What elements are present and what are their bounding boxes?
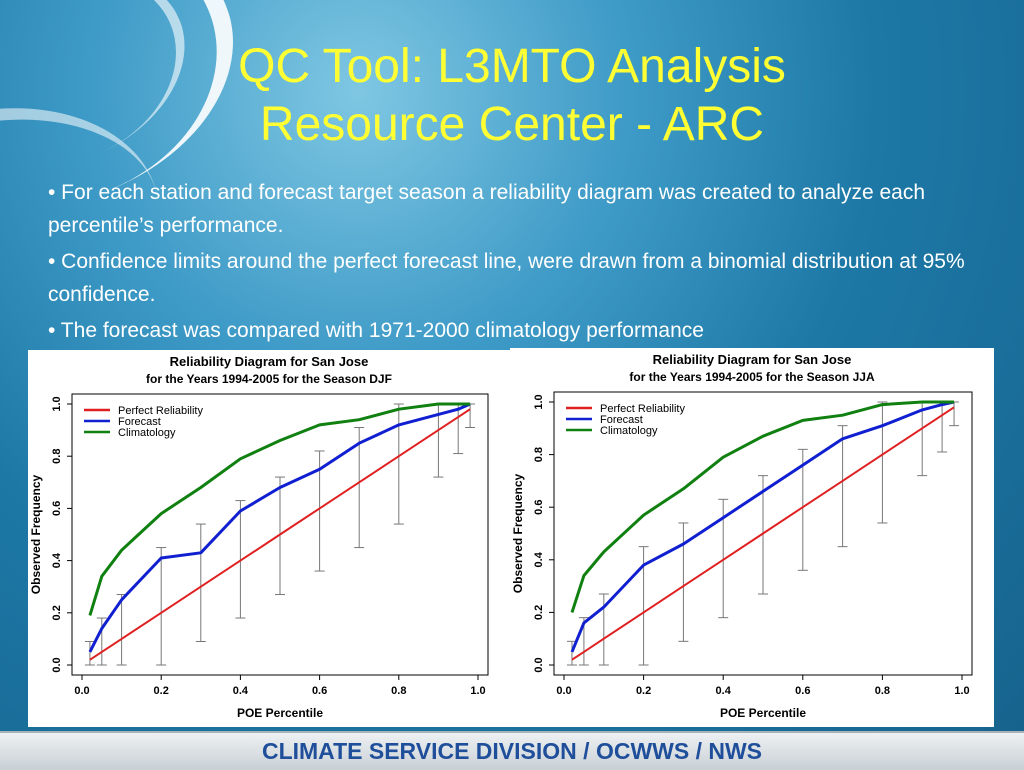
x-tick-label: 1.0: [470, 685, 485, 697]
y-tick-label: 0.2: [51, 605, 63, 620]
x-tick-label: 0.4: [716, 685, 732, 697]
x-tick-label: 0.2: [636, 685, 651, 697]
x-axis-label: POE Percentile: [720, 706, 806, 720]
x-tick-label: 0.8: [875, 685, 890, 697]
plot-frame: [71, 393, 489, 676]
x-tick-label: 0.0: [74, 685, 89, 697]
title-line-2: Resource Center - ARC: [259, 98, 765, 151]
y-tick-label: 0.4: [533, 551, 545, 567]
legend-label: Climatology: [118, 427, 176, 439]
y-tick-label: 1.0: [533, 394, 545, 409]
footer-text: CLIMATE SERVICE DIVISION / OCWWS / NWS: [261, 738, 763, 764]
y-tick-label: 0.0: [533, 657, 545, 672]
legend-label: Forecast: [118, 416, 161, 428]
slide-title: QC Tool: L3MTO Analysis Resource Center …: [0, 38, 1024, 154]
y-tick-label: 1.0: [51, 396, 63, 411]
chart-title: Reliability Diagram for San Jose: [653, 352, 852, 367]
y-tick-label: 0.2: [533, 605, 545, 620]
bullet-item: • For each station and forecast target s…: [48, 181, 925, 237]
y-axis-label: Observed Frequency: [511, 473, 525, 593]
y-tick-label: 0.6: [51, 501, 63, 516]
legend-label: Forecast: [600, 414, 643, 426]
legend-label: Perfect Reliability: [118, 405, 203, 417]
climatology-line: [88, 402, 471, 616]
climatology-line: [570, 400, 954, 613]
legend-label: Climatology: [600, 425, 658, 437]
x-axis-label: POE Percentile: [237, 706, 323, 720]
y-axis-label: Observed Frequency: [29, 474, 43, 594]
bullet-item: • The forecast was compared with 1971-20…: [48, 319, 704, 342]
x-tick-label: 0.0: [556, 685, 571, 697]
y-tick-label: 0.0: [51, 657, 63, 672]
x-tick-label: 0.2: [154, 685, 169, 697]
y-tick-label: 0.8: [51, 449, 63, 464]
chart-subtitle: for the Years 1994-2005 for the Season J…: [629, 370, 875, 384]
perfect-reliability-line: [89, 408, 471, 661]
x-tick-label: 0.8: [391, 685, 406, 697]
y-tick-label: 0.4: [51, 552, 63, 568]
perfect-reliability-line: [571, 406, 955, 661]
y-tick-label: 0.6: [533, 500, 545, 515]
reliability-chart-djf: Reliability Diagram for San Jose for the …: [28, 350, 510, 727]
x-tick-label: 0.6: [795, 685, 810, 697]
bullet-item: • Confidence limits around the perfect f…: [48, 250, 965, 306]
title-line-1: QC Tool: L3MTO Analysis: [238, 40, 786, 93]
forecast-line: [88, 402, 471, 653]
y-tick-label: 0.8: [533, 447, 545, 462]
forecast-line: [570, 400, 955, 653]
chart-svg: Reliability Diagram for San Jose for the …: [29, 354, 489, 720]
x-tick-label: 0.4: [233, 685, 249, 697]
footer-bar: CLIMATE SERVICE DIVISION / OCWWS / NWS: [0, 731, 1024, 770]
reliability-chart-jja: Reliability Diagram for San Jose for the …: [510, 348, 994, 727]
chart-title: Reliability Diagram for San Jose: [170, 354, 369, 369]
x-tick-label: 0.6: [312, 685, 327, 697]
chart-svg: Reliability Diagram for San Jose for the …: [511, 352, 973, 720]
bullet-list: • For each station and forecast target s…: [48, 176, 968, 350]
legend-label: Perfect Reliability: [600, 403, 685, 415]
chart-subtitle: for the Years 1994-2005 for the Season D…: [146, 372, 392, 386]
plot-frame: [553, 391, 973, 676]
x-tick-label: 1.0: [954, 685, 969, 697]
